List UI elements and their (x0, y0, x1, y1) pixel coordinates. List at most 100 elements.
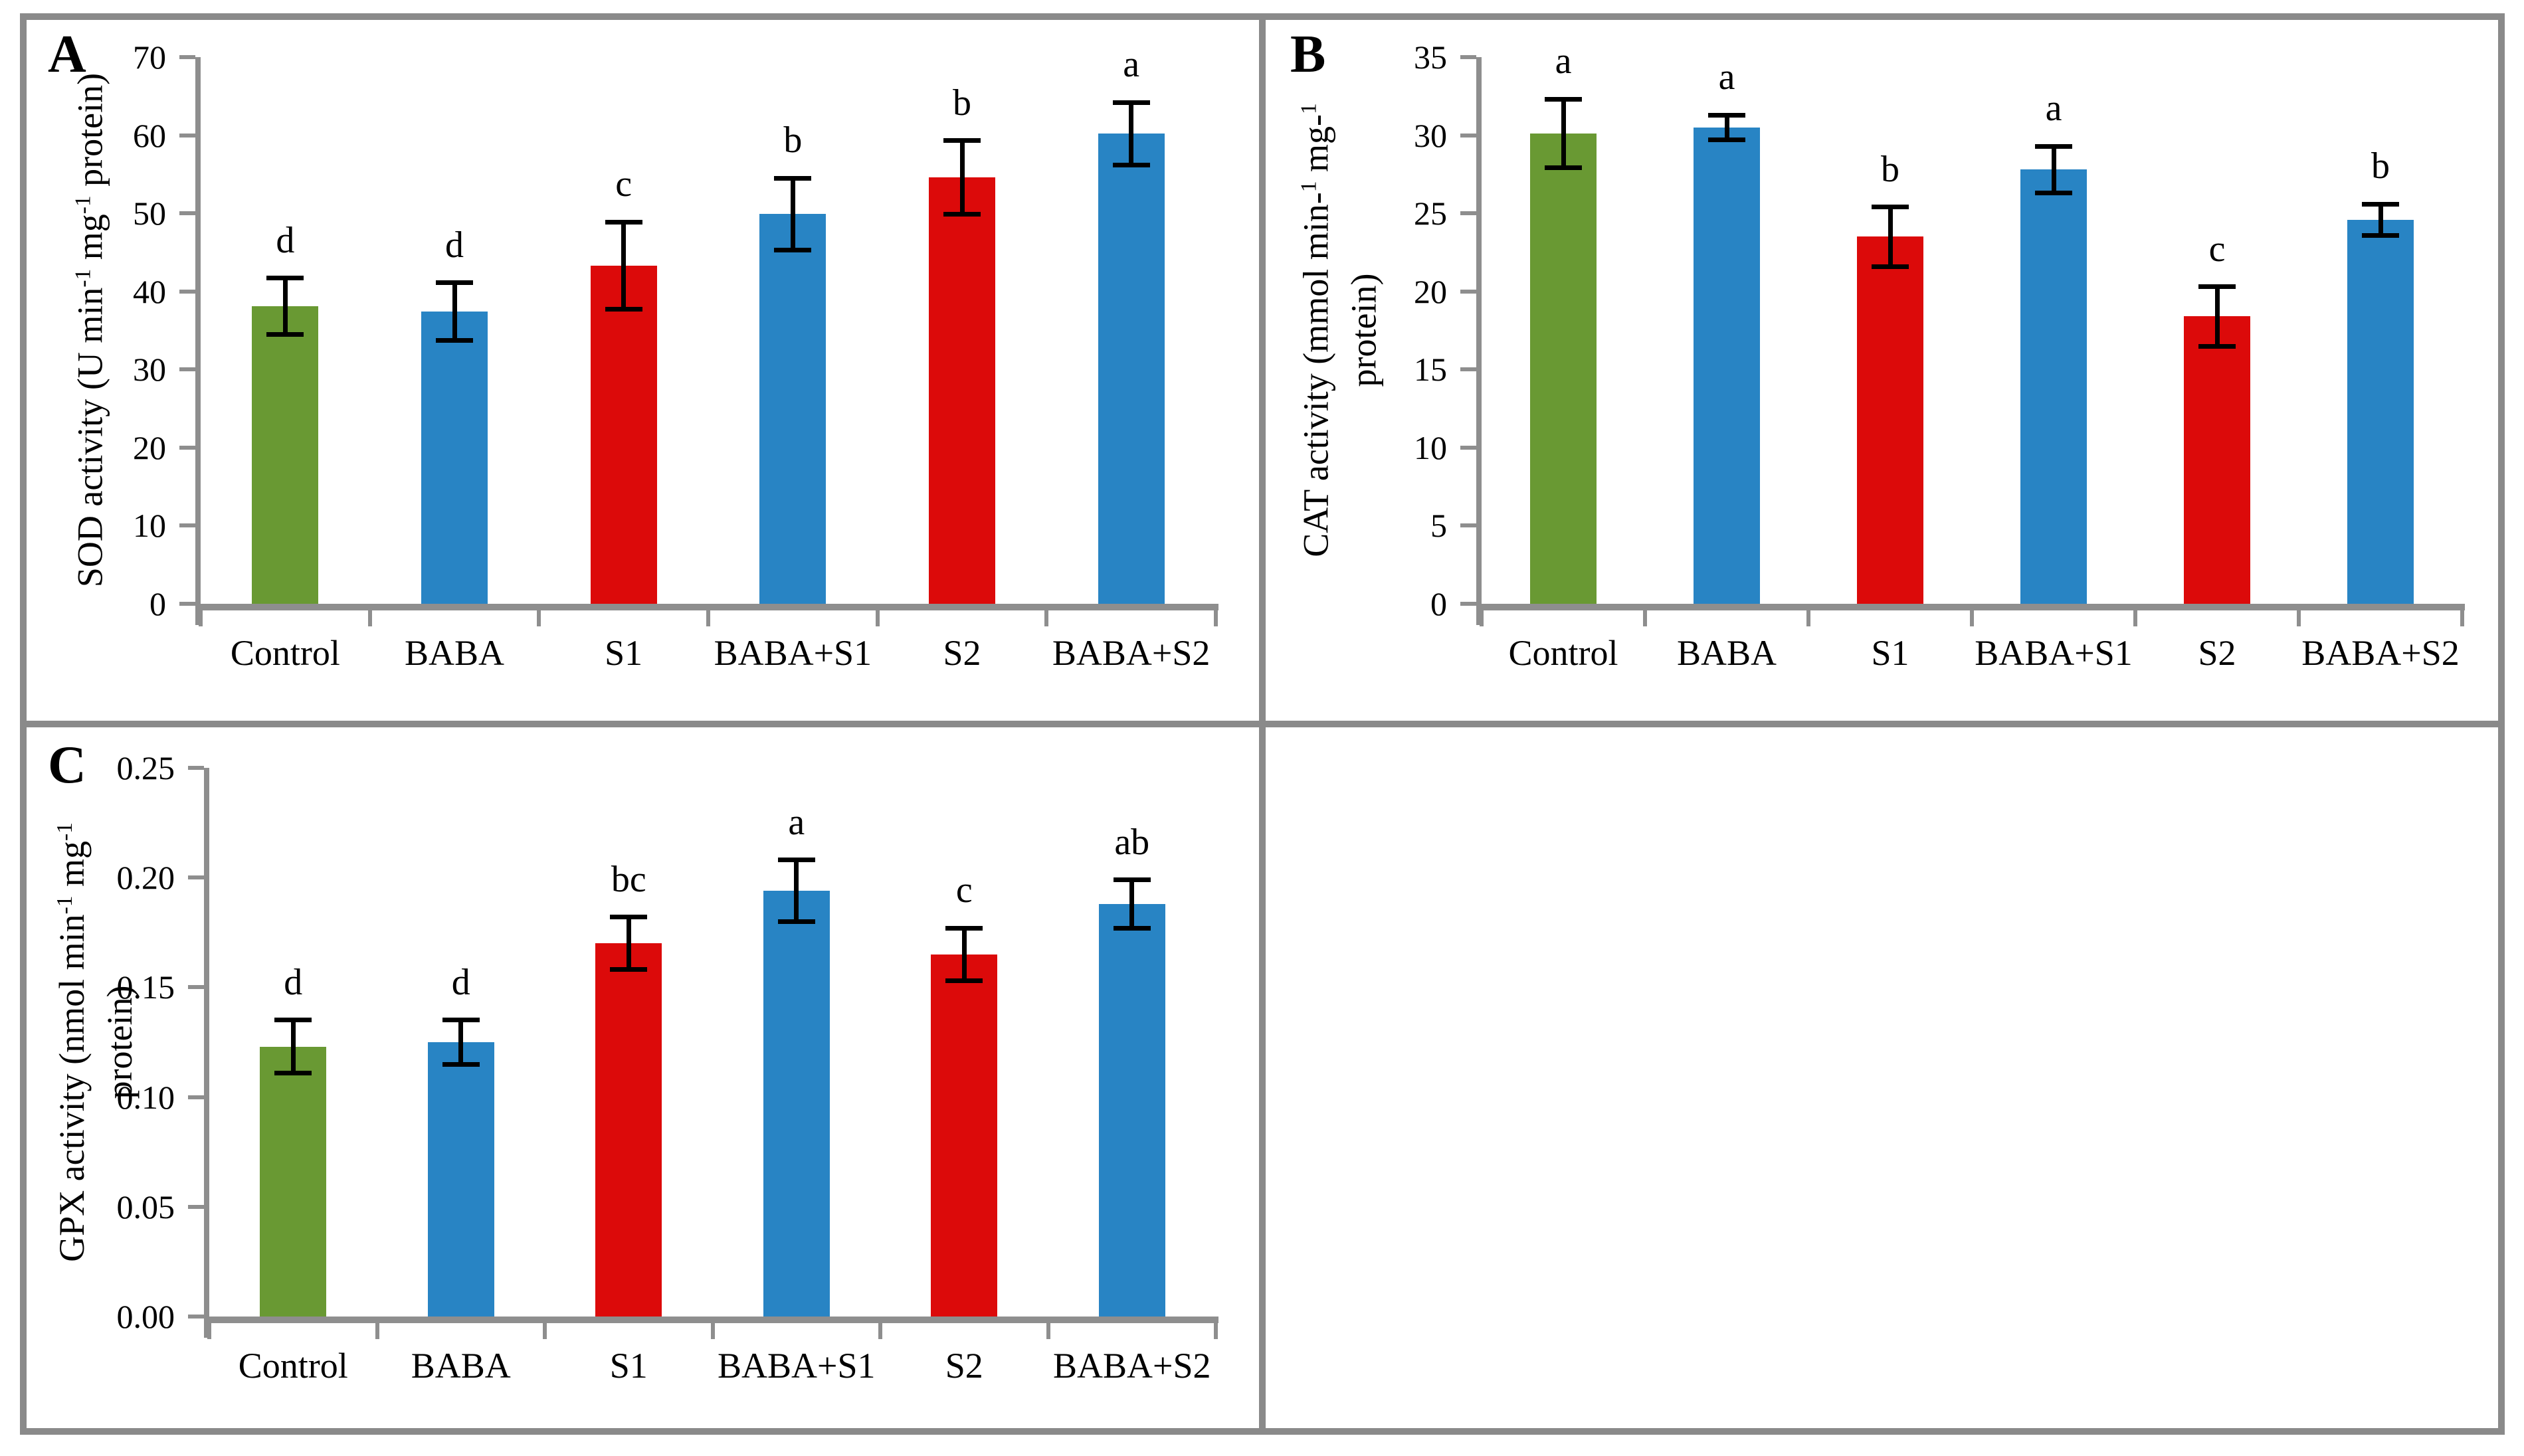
panel-B-error-line-Control (1561, 99, 1566, 168)
panel-A-bar-BABA+S2 (1098, 134, 1165, 604)
ylabel-superscript: 1 (1296, 181, 1321, 193)
panel-A-sig-letter-BABA: d (445, 224, 464, 266)
panel-C-xtick (543, 1323, 547, 1339)
panel-C-sig-letter-BABA+S2: ab (1114, 821, 1150, 863)
panel-B-ytick (1460, 55, 1476, 59)
panel-B-sig-letter-BABA+S2: b (2371, 145, 2390, 187)
panel-C-ytick (188, 766, 204, 770)
panel-B-bar-BABA+S2 (2347, 219, 2414, 604)
panel-B-error-cap-top-BABA+S2 (2362, 201, 2399, 207)
ylabel-text: mg (70, 214, 110, 269)
panel-A-error-cap-bottom-BABA (436, 338, 473, 343)
panel-A-error-cap-top-S1 (605, 219, 642, 225)
panel-A-ytick (179, 211, 195, 216)
panel-A-ytick (179, 602, 195, 606)
panel-C-xtick (375, 1323, 379, 1339)
panel-A-error-cap-bottom-S1 (605, 307, 642, 312)
panel-B-sig-letter-S2: c (2208, 228, 2226, 270)
panel-A-xlabel-Control: Control (230, 633, 340, 673)
panel-B-error-cap-top-S2 (2198, 284, 2236, 290)
panel-C-error-cap-bottom-BABA+S2 (1113, 925, 1151, 931)
panel-A-ytick (179, 289, 195, 294)
panel-B-ytick (1460, 445, 1476, 450)
panel-A-ylabel: SOD activity (U min-1 mg-1 protein) (68, 57, 111, 604)
panel-C-letter: C (48, 736, 86, 794)
panel-C-sig-letter-BABA: d (451, 961, 470, 1003)
panel-A-error-cap-bottom-BABA+S2 (1112, 162, 1150, 167)
panel-C-xlabel-S2: S2 (945, 1346, 983, 1386)
panel-C-ytick-label-4: 0.20 (116, 859, 175, 897)
panel-C-error-line-BABA (458, 1020, 464, 1065)
panel-B-xtick (2133, 610, 2137, 626)
panel-divider-horizontal (20, 721, 2505, 727)
panel-A-bar-S1 (590, 265, 657, 604)
panel-C-ytick-label-1: 0.05 (116, 1188, 175, 1226)
panel-C-error-cap-bottom-BABA (442, 1061, 480, 1067)
panel-B-ytick (1460, 523, 1476, 528)
panel-B-xtick (2297, 610, 2301, 626)
panel-A-ytick-label-3: 30 (133, 351, 166, 389)
panel-B-ytick-label-5: 25 (1414, 195, 1447, 232)
panel-A-bar-S2 (929, 177, 995, 604)
panel-A-ylabel-line: SOD activity (U min-1 mg-1 protein) (68, 57, 116, 604)
panel-B-xlabel-BABA+S1: BABA+S1 (1975, 633, 2133, 673)
panel-C-xlabel-Control: Control (238, 1346, 348, 1386)
panel-C-error-cap-top-BABA+S1 (777, 858, 815, 863)
panel-C-bar-BABA+S1 (763, 891, 830, 1317)
panel-C-ytick-label-5: 0.25 (116, 749, 175, 786)
panel-C-error-cap-bottom-Control (274, 1070, 312, 1075)
ylabel-superscript: -1 (70, 268, 95, 288)
panel-C-bar-BABA (427, 1042, 494, 1317)
panel-C-xtick (1046, 1323, 1050, 1339)
ylabel-superscript: 1 (1296, 103, 1321, 115)
panel-C-error-line-Control (290, 1020, 296, 1073)
panel-A-xtick (706, 610, 710, 626)
panel-B-ytick-label-3: 15 (1414, 351, 1447, 389)
panel-C-error-line-BABA+S1 (794, 860, 799, 922)
panel-A-ytick-label-1: 10 (133, 507, 166, 545)
panel-B-ytick (1460, 367, 1476, 372)
panel-C-ytick (188, 985, 204, 990)
panel-A-ytick (179, 55, 195, 59)
panel-B-ylabel-line: CAT activity (mmol min-1 mg-1 (1294, 57, 1342, 604)
panel-C-xlabel-S1: S1 (609, 1346, 648, 1386)
ylabel-text: protein) (1343, 273, 1383, 387)
panel-B-xlabel-BABA: BABA (1676, 633, 1777, 673)
panel-C-ytick (188, 1315, 204, 1319)
panel-B-ytick (1460, 289, 1476, 294)
panel-B-error-cap-bottom-S1 (1872, 264, 1909, 269)
panel-B-xlabel-Control: Control (1508, 633, 1618, 673)
panel-A-xlabel-BABA: BABA (404, 633, 505, 673)
panel-B-x-axis (1476, 604, 2465, 610)
panel-C-ytick (188, 875, 204, 880)
panel-C-bar-S2 (931, 954, 998, 1317)
panel-C-ytick-label-3: 0.15 (116, 968, 175, 1006)
panel-A-xtick (875, 610, 880, 626)
panel-C-error-cap-top-S1 (610, 915, 648, 920)
panel-B-error-cap-top-BABA+S1 (2035, 143, 2072, 149)
ylabel-superscript: -1 (70, 195, 95, 215)
panel-B-letter: B (1290, 25, 1326, 84)
panel-C-error-cap-top-BABA+S2 (1113, 877, 1151, 882)
panel-A-bar-BABA (421, 312, 488, 604)
panel-A-error-cap-bottom-S2 (943, 211, 981, 217)
panel-B-ytick-label-1: 5 (1430, 507, 1447, 545)
panel-C-xlabel-BABA+S1: BABA+S1 (717, 1346, 876, 1386)
panel-A-error-line-BABA+S2 (1129, 102, 1134, 165)
panel-B-error-cap-bottom-BABA (1708, 137, 1745, 143)
panel-C-bar-S1 (595, 943, 662, 1317)
ylabel-superscript: -1 (52, 895, 77, 915)
panel-C-sig-letter-BABA+S1: a (788, 801, 805, 843)
panel-C-ytick-label-2: 0.10 (116, 1078, 175, 1116)
panel-C-error-cap-top-BABA (442, 1018, 480, 1023)
panel-C-ytick (188, 1204, 204, 1209)
panel-A-ytick-label-6: 60 (133, 116, 166, 154)
panel-C-xtick (207, 1323, 211, 1339)
panel-A-xtick (1214, 610, 1218, 626)
panel-C-error-cap-top-Control (274, 1018, 312, 1023)
panel-A-error-cap-top-BABA+S1 (774, 175, 812, 181)
ylabel-text: mg (52, 841, 92, 896)
panel-A-ytick-label-7: 70 (133, 39, 166, 76)
panel-B-error-line-S2 (2214, 286, 2220, 346)
